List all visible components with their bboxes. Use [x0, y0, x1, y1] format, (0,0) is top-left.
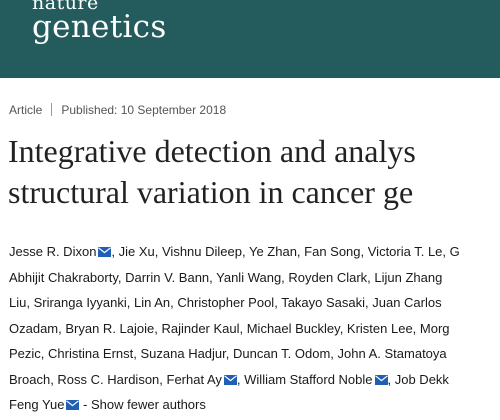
author-line: Jesse R. Dixon , Jie Xu, Vishnu Dileep, Y…: [9, 239, 500, 265]
article-meta: Article Published: 10 September 2018: [9, 103, 226, 117]
author-line: Abhijit Chakraborty, Darrin V. Bann, Yan…: [9, 265, 500, 291]
author-names[interactable]: Ozadam, Bryan R. Lajoie, Rajinder Kaul, …: [9, 320, 450, 336]
author-names[interactable]: Feng Yue: [9, 397, 65, 412]
logo-nature-text: nature: [32, 0, 99, 14]
envelope-icon[interactable]: [66, 393, 80, 419]
meta-divider: [51, 103, 53, 116]
author-line: Liu, Sriranga Iyyanki, Lin An, Christoph…: [9, 290, 500, 316]
article-type: Article: [9, 103, 43, 117]
published-date: Published: 10 September 2018: [61, 103, 227, 117]
author-names[interactable]: Jesse R. Dixon: [9, 244, 97, 259]
author-names[interactable]: , Job Dekk: [387, 371, 449, 387]
journal-logo[interactable]: nature genetics: [32, 0, 167, 43]
article-title-line-1: Integrative detection and analys: [8, 133, 416, 169]
author-names[interactable]: Broach, Ross C. Hardison, Ferhat Ay: [9, 371, 222, 387]
author-line: Broach, Ross C. Hardison, Ferhat Ay , Wil…: [9, 367, 500, 393]
author-names[interactable]: Liu, Sriranga Iyyanki, Lin An, Christoph…: [9, 295, 442, 310]
author-names[interactable]: Pezic, Christina Ernst, Suzana Hadjur, D…: [9, 346, 447, 361]
author-line: Feng Yue - Show fewer authors: [9, 392, 500, 418]
show-fewer-authors-link[interactable]: - Show fewer authors: [79, 397, 206, 412]
author-line: Ozadam, Bryan R. Lajoie, Rajinder Kaul, …: [9, 316, 500, 342]
envelope-icon[interactable]: [223, 368, 237, 394]
author-list: Jesse R. Dixon , Jie Xu, Vishnu Dileep, Y…: [9, 239, 500, 418]
author-names[interactable]: , Jie Xu, Vishnu Dileep, Ye Zhan, Fan So…: [111, 244, 460, 259]
author-names[interactable]: , William Stafford Noble: [236, 371, 373, 387]
journal-header: nature genetics: [0, 0, 500, 78]
author-names[interactable]: Abhijit Chakraborty, Darrin V. Bann, Yan…: [9, 269, 443, 285]
envelope-icon[interactable]: [374, 368, 388, 394]
author-line: Pezic, Christina Ernst, Suzana Hadjur, D…: [9, 341, 500, 367]
envelope-icon[interactable]: [98, 240, 112, 266]
article-title: Integrative detection and analys structu…: [8, 131, 416, 213]
logo-genetics-text: genetics: [32, 9, 167, 45]
article-title-line-2: structural variation in cancer ge: [8, 174, 414, 210]
